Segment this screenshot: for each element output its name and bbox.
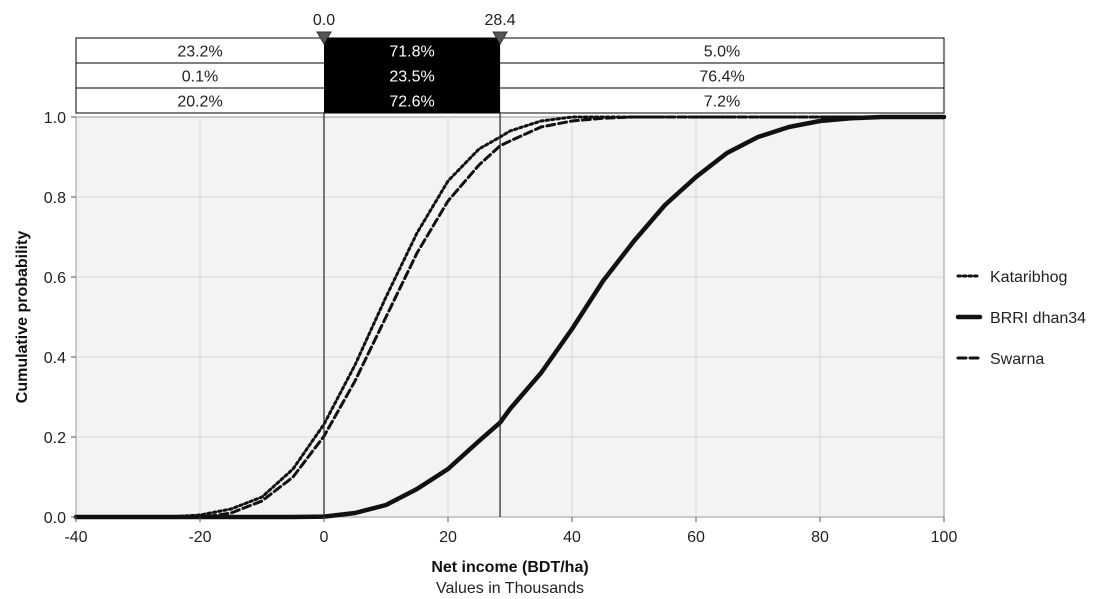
- band-table: 23.2% 71.8% 5.0% 0.1% 23.5% 76.4% 20.2% 72.6% 7.…: [75, 37, 945, 114]
- band-middle-pct: 72.6%: [389, 94, 434, 111]
- y-axis-title: Cumulative probability: [14, 231, 31, 404]
- band-middle-pct: 71.8%: [389, 44, 434, 61]
- band-table-row: [75, 87, 945, 114]
- delimiter-handle-icon[interactable]: [316, 31, 332, 45]
- series-layer: [73, 114, 947, 520]
- band-right-pct: 5.0%: [704, 44, 740, 61]
- band-left-pct: 23.2%: [177, 44, 222, 61]
- legend-label: Kataribhog: [990, 269, 1067, 286]
- legend-label: Swarna: [990, 351, 1044, 368]
- band-right-pct: 7.2%: [704, 94, 740, 111]
- x-axis-title: Net income (BDT/ha): [431, 559, 588, 576]
- y-tick-labels: 0.0 0.2 0.4 0.6 0.8 1.0: [44, 110, 76, 527]
- series-line-swarna: [74, 115, 946, 519]
- delimiter-lines: 0.0 28.4: [313, 12, 516, 517]
- band-table-middle-block: [324, 38, 501, 113]
- x-tick-label: 20: [439, 529, 457, 546]
- y-tick-label: 0.2: [44, 430, 66, 447]
- x-tick-label: -20: [188, 529, 211, 546]
- delimiter-label: 28.4: [485, 12, 516, 29]
- legend-label: BRRI dhan34: [990, 310, 1086, 327]
- x-tick-label: 0: [320, 529, 329, 546]
- band-left-pct: 20.2%: [177, 94, 222, 111]
- series-line-kataribhog: [74, 115, 946, 519]
- band-left-pct: 0.1%: [182, 69, 218, 86]
- x-tick-label: -40: [64, 529, 87, 546]
- y-tick-label: 0.6: [44, 270, 66, 287]
- delimiter-handle-icon[interactable]: [492, 31, 508, 45]
- x-tick-labels: -40 -20 0 20 40 60 80 100: [64, 517, 957, 546]
- y-tick-label: 1.0: [44, 110, 66, 127]
- band-middle-pct: 23.5%: [389, 69, 434, 86]
- y-tick-label: 0.8: [44, 190, 66, 207]
- delimiter-label: 0.0: [313, 12, 335, 29]
- plot-area: [75, 116, 945, 518]
- x-tick-label: 60: [687, 529, 705, 546]
- x-tick-label: 40: [563, 529, 581, 546]
- x-tick-label: 100: [931, 529, 958, 546]
- y-tick-label: 0.0: [44, 510, 66, 527]
- x-axis-subtitle: Values in Thousands: [436, 580, 584, 597]
- y-tick-label: 0.4: [44, 350, 66, 367]
- x-tick-label: 80: [811, 529, 829, 546]
- series-line-brri-dhan34: [73, 114, 947, 520]
- legend: Kataribhog BRRI dhan34 Swarna: [955, 269, 1086, 368]
- band-right-pct: 76.4%: [699, 69, 744, 86]
